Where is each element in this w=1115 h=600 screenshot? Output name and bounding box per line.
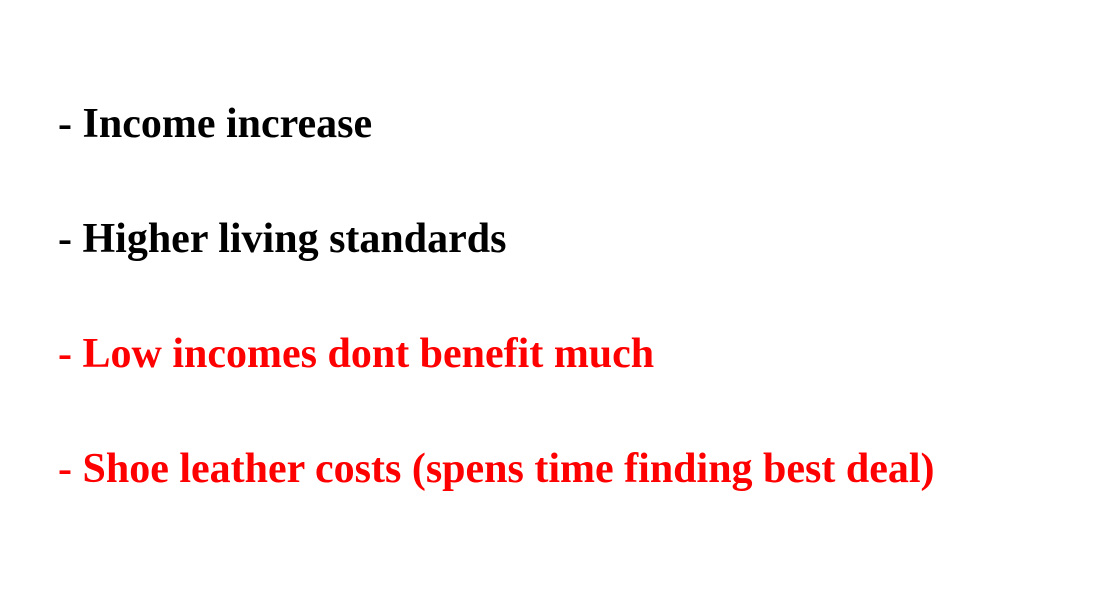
- bullet-income-increase: - Income increase: [58, 101, 373, 147]
- bullet-higher-living-standards: - Higher living standards: [58, 216, 507, 262]
- bullet-shoe-leather-costs: - Shoe leather costs (spens time finding…: [58, 446, 935, 492]
- bullet-list: - Income increase - Higher living standa…: [58, 95, 935, 498]
- bullet-low-incomes: - Low incomes dont benefit much: [58, 331, 655, 377]
